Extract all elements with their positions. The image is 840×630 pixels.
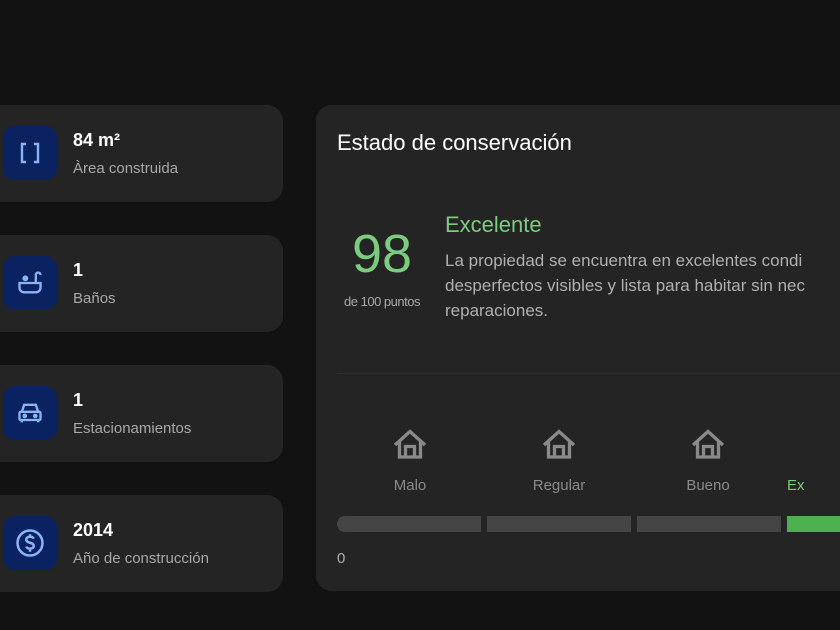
description-line: reparaciones. — [445, 301, 549, 320]
feature-card-area: 84 m² Àrea construida — [0, 105, 283, 202]
condition-description: La propiedad se encuentra en excelentes … — [445, 248, 805, 323]
level-label: Regular — [532, 477, 586, 494]
condition-rating: Excelente — [445, 212, 542, 237]
dollar-icon — [3, 516, 57, 570]
divider — [337, 373, 840, 374]
scale-segment-regular — [487, 516, 631, 532]
level-label: Malo — [393, 477, 427, 494]
level-label: Bueno — [686, 477, 730, 494]
condition-card: Estado de conservación 98 de 100 puntos … — [316, 105, 840, 591]
feature-card-bathrooms: 1 Baños — [0, 235, 283, 332]
scale-segment-malo — [337, 516, 481, 532]
description-line: desperfectos visibles y lista para habit… — [445, 276, 806, 295]
house-icon — [542, 429, 576, 459]
house-icon — [393, 429, 427, 459]
level-malo: Malo — [338, 427, 482, 494]
house-icon — [691, 429, 725, 459]
feature-label: Estacionamientos — [73, 420, 192, 437]
feature-label: Año de construcción — [73, 550, 209, 567]
level-bueno: Bueno — [636, 427, 780, 494]
feature-label: Àrea construida — [73, 160, 179, 177]
scale-segment-bueno — [637, 516, 781, 532]
feature-label: Baños — [73, 290, 116, 307]
feature-value: 1 — [73, 390, 84, 410]
condition-score-sub: de 100 puntos — [344, 294, 420, 309]
level-label: Ex — [787, 477, 805, 494]
feature-value: 2014 — [73, 520, 114, 540]
level-excelente: Ex — [787, 477, 805, 494]
description-line: La propiedad se encuentra en excelentes … — [445, 251, 803, 270]
scale-min: 0 — [337, 550, 346, 567]
feature-card-year: 2014 Año de construcción — [0, 495, 283, 592]
scale-segment-excelente — [787, 516, 840, 532]
level-regular: Regular — [487, 427, 631, 494]
feature-value: 84 m² — [73, 130, 121, 150]
feature-value: 1 — [73, 260, 84, 280]
brackets-icon — [3, 126, 57, 180]
bathtub-icon — [3, 256, 57, 310]
car-icon — [3, 386, 57, 440]
feature-card-parking: 1 Estacionamientos — [0, 365, 283, 462]
condition-score: 98 — [351, 224, 413, 284]
condition-title: Estado de conservación — [337, 130, 572, 155]
